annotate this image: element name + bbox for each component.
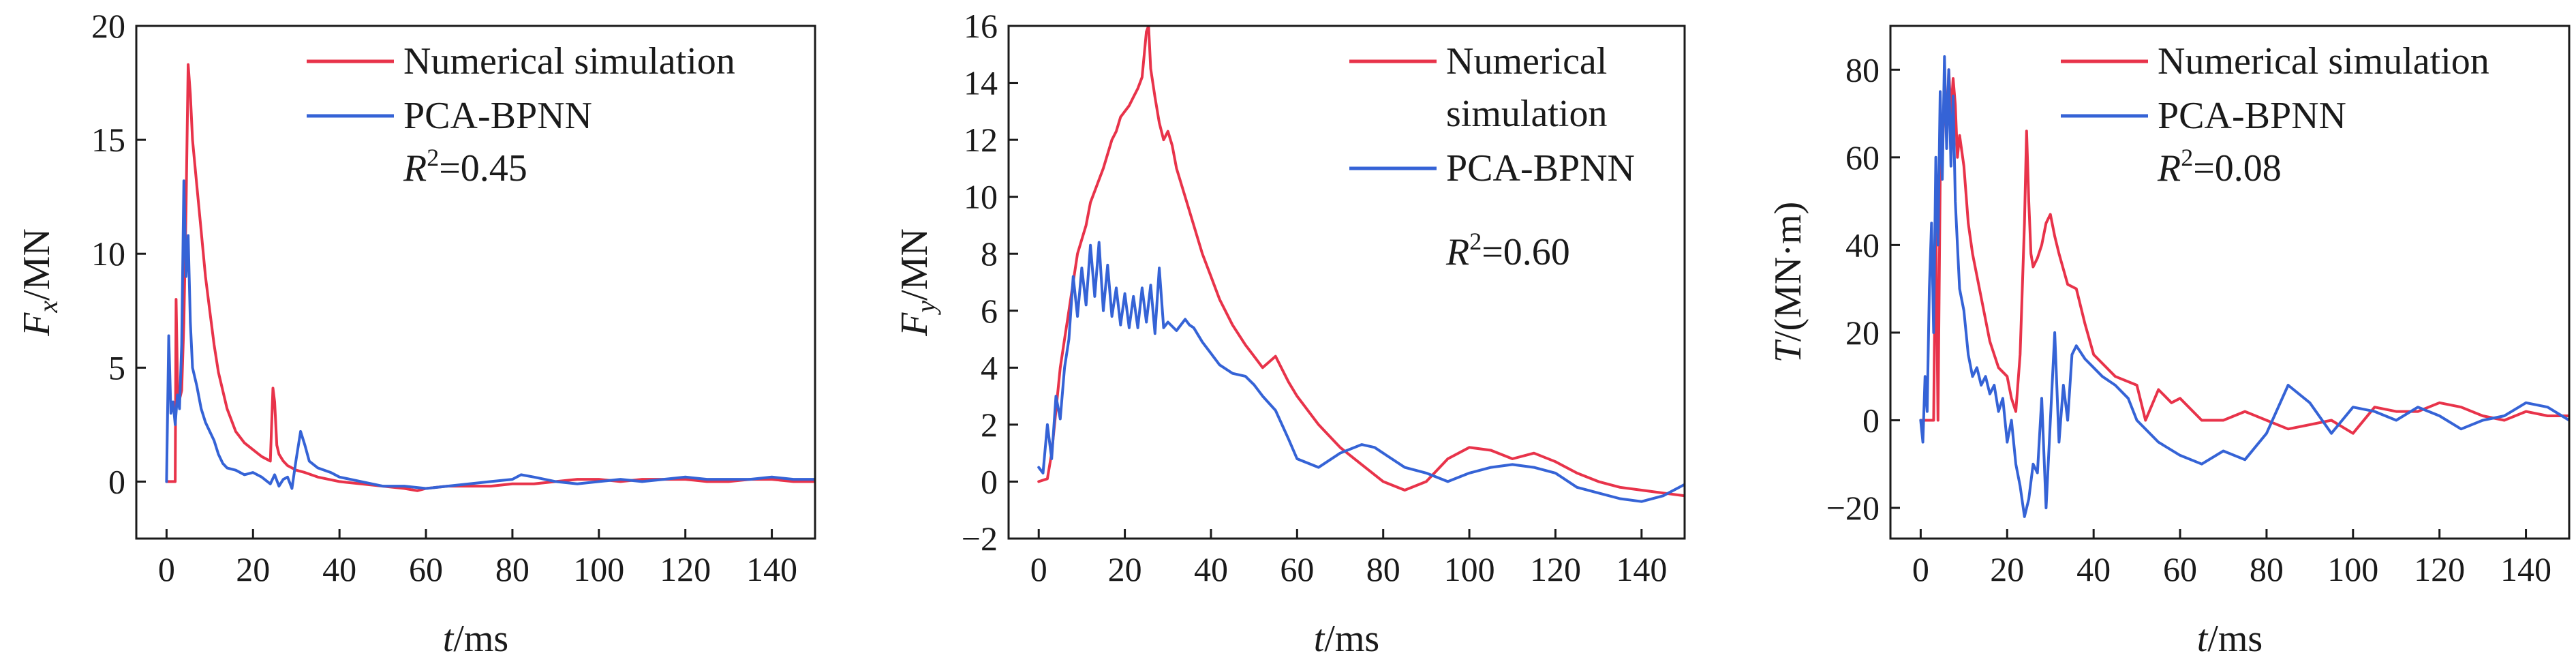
y-tick-label: 10 <box>964 178 998 216</box>
x-tick-label: 40 <box>322 550 356 588</box>
y-tick-label: 5 <box>108 348 125 387</box>
x-tick-label: 140 <box>2500 550 2551 588</box>
y-axis-label-unit: /MN <box>893 228 936 301</box>
x-tick-label: 40 <box>1194 550 1228 588</box>
y-tick-label: 10 <box>91 235 125 273</box>
series-line-pca-bpnn <box>165 179 815 490</box>
x-tick-label: 60 <box>1280 550 1314 588</box>
r-squared-value: =0.45 <box>439 147 527 190</box>
y-tick-label: 0 <box>108 462 125 500</box>
legend-numerical-label: Numerical simulation <box>403 40 735 82</box>
r-squared-symbol: R <box>2157 147 2181 190</box>
x-axis-label-var: t <box>443 618 455 660</box>
y-tick-label: 14 <box>964 64 998 102</box>
r-squared-value: =0.60 <box>1482 231 1570 273</box>
y-tick-label: 2 <box>981 406 998 444</box>
y-axis-label: Fx/MN <box>16 228 63 337</box>
y-tick-label: 80 <box>1845 50 1880 89</box>
x-tick-label: 60 <box>2163 550 2197 588</box>
y-axis-label: T/(MN·m) <box>1767 202 1809 363</box>
x-tick-label: 20 <box>1108 550 1142 588</box>
x-tick-label: 80 <box>1366 550 1400 588</box>
y-axis-label-var: T <box>1767 339 1809 363</box>
series-line-pca-bpnn <box>1037 241 1685 503</box>
plot-frame <box>1007 25 1686 540</box>
legend-numerical-label: Numerical simulation <box>2158 40 2489 82</box>
y-tick-label: 60 <box>1845 138 1880 177</box>
legend-numerical-label: Numerical <box>1446 40 1607 82</box>
y-tick-label: 6 <box>981 292 998 330</box>
x-tick-label: 100 <box>2327 550 2378 588</box>
y-tick-label: 16 <box>964 7 998 45</box>
y-axis-label-unit: /MN <box>16 228 58 301</box>
x-axis-label-var: t <box>1314 618 1325 660</box>
y-tick-label: −2 <box>962 519 998 558</box>
x-tick-label: 120 <box>2414 550 2465 588</box>
x-tick-label: 20 <box>1990 550 2024 588</box>
x-tick-label: 80 <box>2250 550 2284 588</box>
r-squared-annotation: R2=0.45 <box>403 144 527 190</box>
r-squared-symbol: R <box>1445 231 1469 273</box>
x-axis-label-unit: /ms <box>2207 618 2263 660</box>
x-axis-label-var: t <box>2197 618 2209 660</box>
y-tick-label: 40 <box>1845 226 1880 264</box>
r-squared-exponent: 2 <box>2181 144 2193 171</box>
x-tick-label: 20 <box>236 550 270 588</box>
r-squared-symbol: R <box>403 147 427 190</box>
legend: Numerical simulation PCA-BPNN <box>1349 40 1635 190</box>
x-tick-label: 140 <box>1616 550 1667 588</box>
x-tick-label: 40 <box>2076 550 2111 588</box>
r-squared-exponent: 2 <box>1469 228 1482 255</box>
legend-pca-bpnn-label: PCA-BPNN <box>2158 95 2346 137</box>
y-tick-label: 20 <box>1845 314 1880 352</box>
x-tick-label: 100 <box>1444 550 1495 588</box>
r-squared-value: =0.08 <box>2193 147 2282 190</box>
x-tick-label: 100 <box>573 550 624 588</box>
y-axis-label-subscript: y <box>910 301 941 316</box>
y-tick-label: 4 <box>981 348 998 387</box>
y-tick-label: 0 <box>1862 401 1880 439</box>
x-axis-label: t/ms <box>1314 618 1379 660</box>
panel-3: 0 20 40 60 80 100 120 140 −20 0 20 40 60 80 t/ms T/(MN·… <box>1767 25 2571 660</box>
legend-pca-bpnn-label: PCA-BPNN <box>403 95 592 137</box>
x-axis-label: t/ms <box>443 618 508 660</box>
plot-frame <box>135 25 816 540</box>
legend: Numerical simulation PCA-BPNN <box>307 40 735 137</box>
panel-1: 0 20 40 60 80 100 120 140 0 5 10 15 20 t/ms Fx/MN Numer… <box>16 7 816 660</box>
series-line-pca-bpnn <box>1919 55 2569 518</box>
y-axis-label: Fy/MN <box>893 228 941 337</box>
y-tick-label: 15 <box>91 121 125 159</box>
legend: Numerical simulation PCA-BPNN <box>2061 40 2489 137</box>
legend-numerical-line2-label: simulation <box>1446 93 1607 135</box>
panel-2: 0 20 40 60 80 100 120 140−20246810121416t/msFy/… <box>893 7 1686 660</box>
x-tick-label: 120 <box>660 550 711 588</box>
x-tick-label: 60 <box>409 550 443 588</box>
y-tick-label: 12 <box>964 121 998 159</box>
x-tick-label: 0 <box>158 550 175 588</box>
r-squared-annotation: R2=0.08 <box>2157 144 2282 190</box>
y-tick-label: −20 <box>1826 489 1880 527</box>
y-tick-label: 8 <box>981 235 998 273</box>
plot-frame <box>1889 25 2571 540</box>
y-axis-label-unit: /(MN·m) <box>1767 202 1809 342</box>
r-squared-annotation: R2=0.60 <box>1445 228 1570 273</box>
y-axis-label-var: F <box>16 312 58 337</box>
x-axis-label-unit: /ms <box>1324 618 1379 660</box>
x-tick-label: 0 <box>1030 550 1047 588</box>
series-line-numerical <box>1037 26 1685 498</box>
r-squared-exponent: 2 <box>427 144 439 171</box>
x-tick-label: 140 <box>746 550 797 588</box>
y-axis-label-subscript: x <box>33 301 63 314</box>
x-tick-label: 0 <box>1912 550 1929 588</box>
x-axis-label-unit: /ms <box>453 618 508 660</box>
legend-pca-bpnn-label: PCA-BPNN <box>1446 147 1635 190</box>
x-tick-label: 120 <box>1530 550 1581 588</box>
x-tick-label: 80 <box>495 550 530 588</box>
x-axis-label: t/ms <box>2197 618 2263 660</box>
y-axis-label-var: F <box>893 312 936 337</box>
y-tick-label: 0 <box>981 462 998 500</box>
y-tick-label: 20 <box>91 7 125 45</box>
